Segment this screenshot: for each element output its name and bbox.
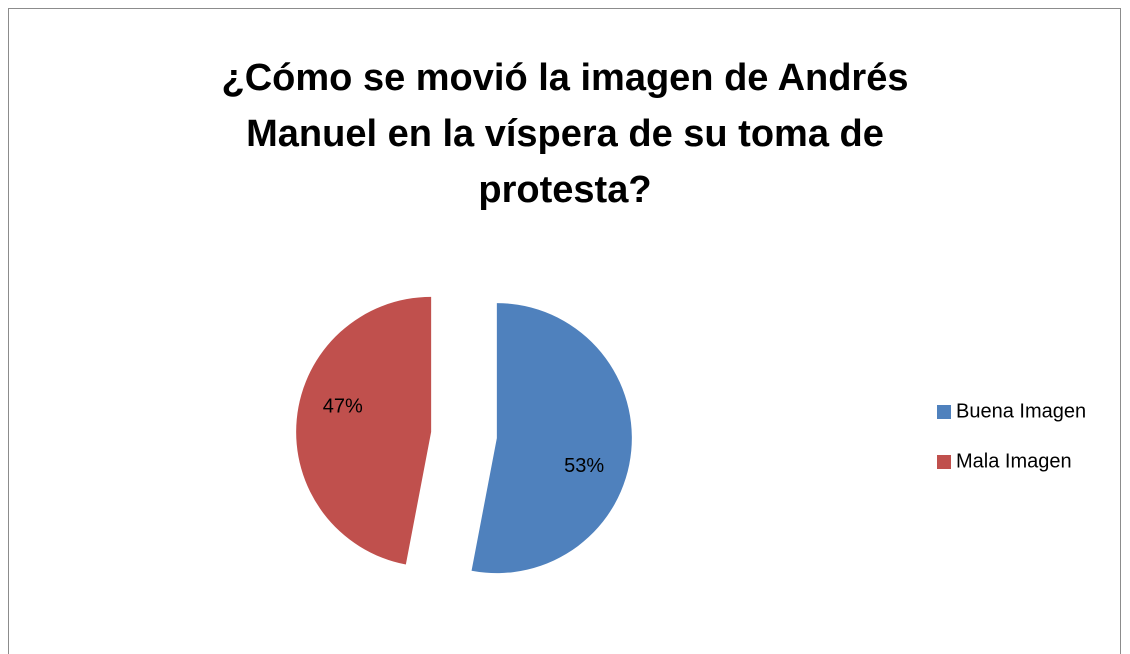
legend-label: Mala Imagen: [956, 450, 1072, 472]
legend-label: Buena Imagen: [956, 400, 1086, 422]
pie-slice: [471, 303, 632, 574]
data-label: 47%: [323, 395, 363, 417]
chart-frame: [8, 8, 1121, 654]
chart-title: ¿Cómo se movió la imagen de Andrés Manue…: [221, 57, 909, 211]
pie-slice: [296, 296, 432, 565]
legend-swatch: [937, 405, 951, 419]
data-label: 53%: [564, 455, 604, 477]
legend-swatch: [937, 455, 951, 469]
